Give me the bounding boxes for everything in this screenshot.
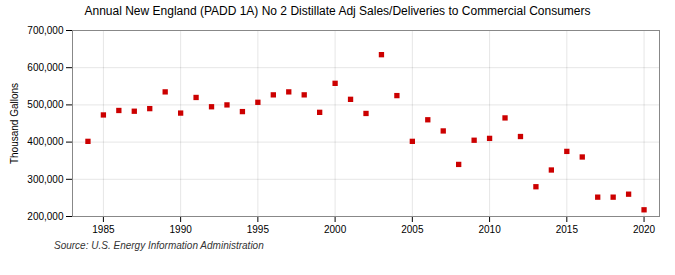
svg-text:2015: 2015 bbox=[556, 224, 579, 235]
svg-text:700,000: 700,000 bbox=[27, 25, 64, 36]
svg-text:2010: 2010 bbox=[478, 224, 501, 235]
svg-text:2005: 2005 bbox=[401, 224, 424, 235]
svg-text:300,000: 300,000 bbox=[27, 174, 64, 185]
svg-text:200,000: 200,000 bbox=[27, 211, 64, 222]
html-text:Source: U.S. Energy Informatio: Source: U.S. Energy Information Administ… bbox=[54, 240, 264, 251]
svg-text:2020: 2020 bbox=[633, 224, 656, 235]
svg-text:600,000: 600,000 bbox=[27, 62, 64, 73]
svg-text:1995: 1995 bbox=[247, 224, 270, 235]
svg-text:500,000: 500,000 bbox=[27, 99, 64, 110]
svg-text:2000: 2000 bbox=[324, 224, 347, 235]
html-text:Annual New England (PADD 1A) N: Annual New England (PADD 1A) No 2 Distil… bbox=[84, 4, 591, 18]
svg-text:Thousand Gallons: Thousand Gallons bbox=[9, 83, 20, 164]
svg-text:1990: 1990 bbox=[170, 224, 193, 235]
svg-text:400,000: 400,000 bbox=[27, 136, 64, 147]
svg-text:1985: 1985 bbox=[92, 224, 115, 235]
